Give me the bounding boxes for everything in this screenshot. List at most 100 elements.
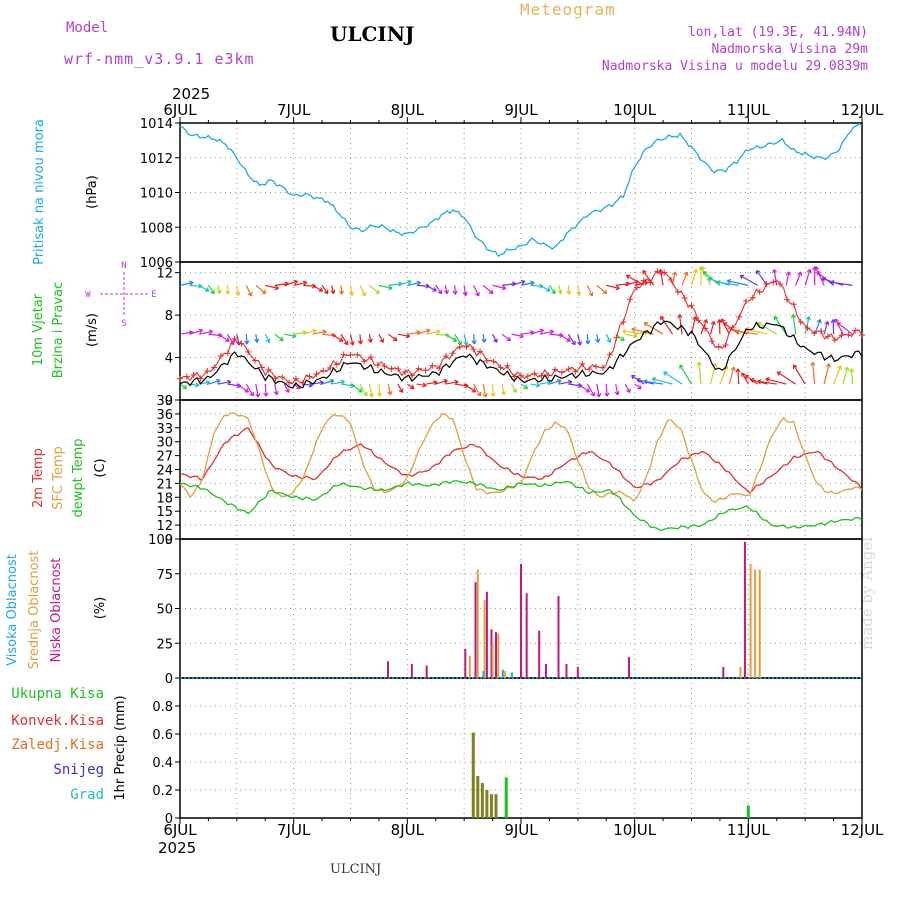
cloud-bar: [520, 564, 522, 678]
y-tick-label: 15: [156, 505, 173, 520]
wind-arrow-head: [773, 315, 779, 321]
wind-arrow-head: [702, 271, 708, 276]
wind-arrow: [679, 364, 693, 385]
cloud-bar: [491, 643, 494, 678]
wind-unit-label: (m/s): [85, 313, 100, 347]
wind-arrow-head: [323, 289, 329, 295]
wind-gust-marker: [572, 368, 579, 375]
wind-gust-marker: [708, 338, 715, 345]
cloud-bar: [510, 672, 513, 678]
precip-legend-0: Ukupna Kisa: [11, 686, 104, 702]
wind-arrow-head: [837, 365, 842, 370]
wind-arrow-head: [462, 291, 468, 297]
wind-arrow-head: [744, 374, 750, 380]
wind-arrow-head: [308, 382, 313, 388]
wind-arrow: [501, 383, 505, 396]
wind-arrow-head: [834, 318, 840, 323]
wind-axis-title-2: Brzina i Pravac: [51, 282, 66, 379]
wind-arrow: [321, 379, 334, 385]
wind-arrow: [567, 285, 570, 295]
wind-arrow-head: [806, 268, 812, 274]
wind-arrow: [548, 285, 556, 295]
wind-arrow: [265, 284, 279, 290]
wind-arrow-head: [475, 291, 480, 297]
wind-arrow: [652, 378, 673, 385]
wind-arrow-head: [566, 337, 571, 342]
year-label-top: 2025: [172, 85, 210, 103]
wind-arrow-head: [530, 280, 535, 286]
date-label-bottom: 8JUL: [391, 821, 425, 839]
wind-arrow-head: [772, 268, 778, 274]
wind-arrow: [793, 364, 806, 385]
y-tick-label: 8: [165, 309, 173, 324]
wind-gust-marker: [811, 330, 818, 337]
wind-arrow-head: [720, 318, 726, 323]
date-label-top: 7JUL: [277, 101, 311, 119]
wind-gust-marker: [449, 350, 456, 357]
wind-arrow: [842, 366, 849, 385]
wind-arrow: [511, 280, 526, 286]
wind-arrow-head: [452, 290, 458, 295]
wind-arrow-head: [585, 340, 591, 345]
wind-arrow: [728, 366, 735, 385]
footer-station: ULCINJ: [330, 862, 382, 877]
precip-bar: [504, 777, 508, 818]
temp-axis-title-1: SFC Temp: [51, 446, 66, 510]
wind-gust-marker: [668, 276, 675, 283]
wind-gust-marker: [783, 296, 790, 303]
wind-gust-marker: [197, 375, 204, 382]
wind-arrow-head: [651, 377, 657, 383]
precip-bar: [489, 794, 493, 818]
wind-arrow-head: [436, 329, 441, 335]
wind-arrow-head: [357, 340, 364, 345]
wind-arrow-head: [471, 340, 477, 345]
wind-arrow-head: [368, 393, 374, 398]
wind-arrow-head: [273, 390, 279, 396]
cloud-axis-title-1: Srednja Oblacnost: [27, 551, 42, 670]
wind-arrow: [625, 333, 638, 338]
wind-gust-marker: [183, 373, 190, 380]
wind-arrow: [207, 285, 215, 295]
wind-gust-marker: [749, 294, 756, 301]
wind-arrow-head: [790, 314, 797, 319]
wind-arrow: [482, 334, 486, 343]
wind-gust-marker: [313, 371, 320, 378]
wind-arrow-head: [620, 336, 625, 342]
y-tick-label: 0.4: [152, 756, 173, 771]
wind-arrow: [236, 383, 249, 393]
wind-arrow: [416, 383, 427, 387]
wind-gust-marker: [511, 373, 518, 380]
wind-gust-marker: [729, 324, 736, 331]
wind-arrow-head: [523, 384, 529, 390]
wind-arrow-head: [198, 328, 204, 334]
compass-w-label: W: [85, 290, 91, 300]
compass-s-label: S: [121, 319, 126, 329]
wind-arrow: [577, 383, 590, 393]
wind-arrow: [236, 285, 240, 296]
wind-arrow: [577, 334, 581, 346]
wind-arrow: [539, 284, 551, 292]
wind-gust-marker: [415, 365, 422, 372]
wind-arrow-head: [785, 271, 791, 276]
wind-arrow: [530, 383, 540, 387]
wind-arrow: [558, 381, 572, 385]
wind-arrow: [406, 383, 415, 390]
wind-gust-marker: [838, 332, 845, 339]
y-tick-label: 21: [156, 477, 173, 492]
wind-arrow: [491, 384, 495, 397]
wind-gust-marker: [490, 358, 497, 365]
wind-arrow: [482, 284, 494, 295]
wind-arrow-head: [425, 328, 431, 334]
wind-arrow: [445, 381, 459, 385]
wind-arrow: [407, 281, 421, 286]
wind-arrow: [520, 331, 534, 335]
wind-arrow: [558, 333, 571, 342]
wind-arrow-head: [488, 289, 494, 295]
wind-arrow-head: [765, 377, 770, 383]
wind-gust-marker: [422, 367, 429, 374]
wind-arrow-head: [501, 285, 507, 291]
wind-arrow-head: [824, 320, 830, 326]
wind-arrow-head: [557, 378, 562, 384]
wind-arrow-head: [247, 291, 253, 297]
wind-arrow: [198, 330, 213, 335]
